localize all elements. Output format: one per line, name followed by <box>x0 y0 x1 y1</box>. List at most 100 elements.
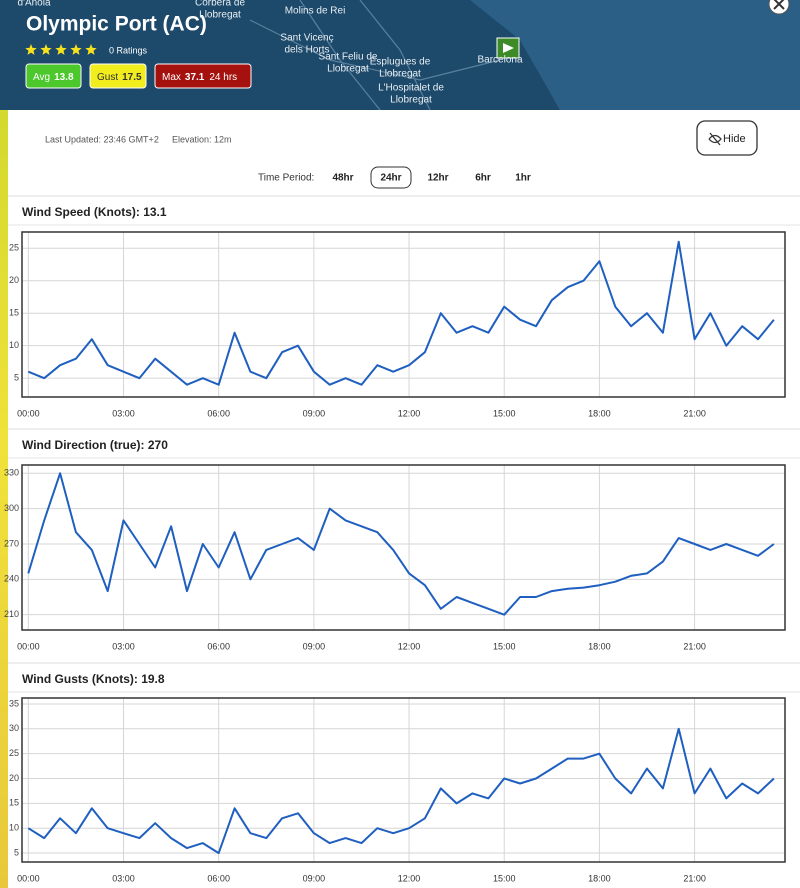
badge-label: Max <box>162 72 181 83</box>
badge-extra: 24 hrs <box>209 72 237 83</box>
period-option[interactable]: 12hr <box>427 173 448 184</box>
hide-icon <box>708 132 722 146</box>
x-tick-label: 03:00 <box>112 641 135 651</box>
rating-star <box>40 44 52 55</box>
chart-title: Wind Direction (true): 270 <box>22 438 168 452</box>
y-tick-label: 330 <box>4 468 19 478</box>
y-tick-label: 15 <box>9 308 19 318</box>
plot-frame <box>21 464 786 631</box>
sea <box>470 0 800 110</box>
x-tick-label: 06:00 <box>207 408 230 418</box>
y-tick-label: 25 <box>9 748 19 758</box>
map-label: Barcelona <box>477 55 522 66</box>
y-tick-label: 25 <box>9 243 19 253</box>
x-tick-label: 15:00 <box>493 641 516 651</box>
y-tick-label: 270 <box>4 538 19 548</box>
data-line <box>27 727 775 855</box>
x-tick-label: 09:00 <box>303 641 326 651</box>
y-tick-label: 300 <box>4 503 19 513</box>
y-tick-label: 15 <box>9 798 19 808</box>
last-updated: Last Updated: 23:46 GMT+2 <box>45 134 159 144</box>
badge-value: 13.8 <box>54 72 74 83</box>
badge <box>89 63 147 89</box>
hide-label: Hide <box>723 133 746 145</box>
data-line <box>27 472 775 616</box>
x-tick-label: 12:00 <box>398 408 421 418</box>
badge-value: 37.1 <box>185 72 205 83</box>
station-title: Olympic Port (AC) <box>26 13 207 36</box>
hide-button[interactable] <box>696 120 758 156</box>
period-selected <box>370 166 412 189</box>
rating-star <box>25 44 37 55</box>
y-tick-label: 10 <box>9 823 19 833</box>
plot-frame <box>21 231 786 398</box>
x-tick-label: 18:00 <box>588 641 611 651</box>
y-tick-label: 240 <box>4 574 19 584</box>
map-label: Llobregat <box>199 10 241 21</box>
roads <box>249 0 501 111</box>
period-option[interactable]: 6hr <box>475 173 491 184</box>
close-button[interactable] <box>768 0 790 15</box>
marker-icon <box>503 43 514 53</box>
map-label: L'Hospitalet de <box>378 83 444 94</box>
period-option[interactable]: 1hr <box>515 173 531 184</box>
x-tick-label: 21:00 <box>683 408 706 418</box>
rating-star <box>70 44 82 55</box>
ratings: 0 Ratings <box>109 45 148 55</box>
badge-label: Avg <box>33 72 50 83</box>
chart-title: Wind Gusts (Knots): 19.8 <box>22 672 165 686</box>
x-tick-label: 21:00 <box>683 873 706 883</box>
map-label: d'Anoia <box>17 0 50 9</box>
x-tick-label: 12:00 <box>398 641 421 651</box>
y-tick-label: 30 <box>9 723 19 733</box>
map-label: Sant Vicenç <box>280 33 333 44</box>
x-tick-label: 21:00 <box>683 641 706 651</box>
map-label: Sant Feliu de <box>319 52 378 63</box>
map-label: Corbera de <box>195 0 245 9</box>
panel <box>8 110 800 888</box>
badge-value: 17.5 <box>122 72 142 83</box>
x-tick-label: 12:00 <box>398 873 421 883</box>
x-tick-label: 03:00 <box>112 873 135 883</box>
rating-star <box>85 44 97 55</box>
x-tick-label: 00:00 <box>17 873 40 883</box>
badge-label: Gust <box>97 72 118 83</box>
badge <box>25 63 82 89</box>
badge <box>154 63 252 89</box>
x-tick-label: 15:00 <box>493 408 516 418</box>
badge-text: Gust 17.5 <box>97 72 142 83</box>
period-option[interactable]: 48hr <box>332 173 353 184</box>
data-line <box>27 240 775 386</box>
y-tick-label: 5 <box>14 373 19 383</box>
x-tick-label: 06:00 <box>207 641 230 651</box>
map-label: Llobregat <box>390 95 432 106</box>
elevation: Elevation: 12m <box>172 134 232 144</box>
y-tick-label: 210 <box>4 609 19 619</box>
x-tick-label: 18:00 <box>588 408 611 418</box>
chart-title: Wind Speed (Knots): 13.1 <box>22 205 167 219</box>
x-tick-label: 15:00 <box>493 873 516 883</box>
badge-text: Avg 13.8 <box>33 72 74 83</box>
x-tick-label: 03:00 <box>112 408 135 418</box>
x-tick-label: 06:00 <box>207 873 230 883</box>
x-tick-label: 09:00 <box>303 873 326 883</box>
map-label: Esplugues de <box>370 57 431 68</box>
x-tick-label: 00:00 <box>17 641 40 651</box>
map-label: dels Horts <box>284 45 329 56</box>
map-label: Llobregat <box>379 69 421 80</box>
x-tick-label: 09:00 <box>303 408 326 418</box>
y-tick-label: 10 <box>9 340 19 350</box>
y-tick-label: 20 <box>9 275 19 285</box>
rating-star <box>55 44 67 55</box>
close-icon <box>773 0 785 10</box>
y-tick-label: 20 <box>9 773 19 783</box>
x-tick-label: 18:00 <box>588 873 611 883</box>
y-tick-label: 35 <box>9 698 19 708</box>
plot-frame <box>21 697 786 863</box>
map-label: Llobregat <box>327 64 369 75</box>
badge-text: Max 37.1 24 hrs <box>162 72 237 83</box>
x-tick-label: 00:00 <box>17 408 40 418</box>
y-tick-label: 5 <box>14 847 19 857</box>
period-option[interactable]: 24hr <box>380 173 401 184</box>
